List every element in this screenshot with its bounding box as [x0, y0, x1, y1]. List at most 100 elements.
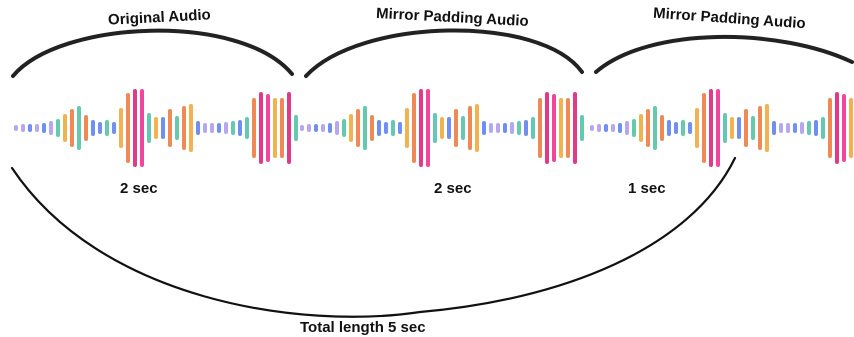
- waveform-bar: [35, 124, 39, 132]
- waveform-bar: [70, 109, 74, 147]
- waveform-bar: [419, 89, 423, 167]
- waveform-bar: [779, 123, 783, 133]
- waveform-bar: [84, 115, 88, 141]
- waveform-bar: [370, 115, 374, 141]
- waveform-bar: [105, 120, 109, 136]
- waveform-bar: [758, 106, 762, 150]
- waveform-bar: [482, 121, 486, 135]
- waveform-bar: [524, 120, 528, 136]
- waveform-bar: [800, 122, 804, 134]
- waveform-bar: [786, 123, 790, 133]
- waveform-bar: [356, 109, 360, 147]
- waveform-bar: [580, 115, 584, 141]
- mirror-duration-label-2: 1 sec: [628, 180, 666, 197]
- waveform-bar: [14, 125, 18, 131]
- waveform-bar: [328, 123, 332, 133]
- waveform-bar: [384, 122, 388, 134]
- waveform-bar: [709, 89, 713, 167]
- waveform-bar: [440, 117, 444, 139]
- waveform-bar: [56, 119, 60, 137]
- waveform-bar: [765, 104, 769, 152]
- waveform-bar: [681, 120, 685, 136]
- waveform-bar: [793, 123, 797, 133]
- segment-brackets: [11, 28, 854, 78]
- waveform-bar: [28, 124, 32, 132]
- waveform-bar: [814, 120, 818, 136]
- waveform-bar: [224, 122, 228, 134]
- waveform-bar: [426, 89, 430, 167]
- waveform-bar: [42, 123, 46, 133]
- waveform-bar: [168, 109, 172, 147]
- waveform-bar: [454, 109, 458, 147]
- waveform-bar: [266, 94, 270, 162]
- waveform-bar: [112, 122, 116, 134]
- waveform-bar: [314, 124, 318, 132]
- waveform-bar: [688, 122, 692, 134]
- waveform: [14, 89, 853, 167]
- waveform-bar: [245, 117, 249, 139]
- waveform-bar: [489, 123, 493, 133]
- waveform-bar: [259, 92, 263, 164]
- waveform-bar: [217, 123, 221, 133]
- waveform-bar: [119, 108, 123, 148]
- waveform-bar: [252, 98, 256, 158]
- waveform-bar: [238, 120, 242, 136]
- waveform-bar: [737, 117, 741, 139]
- mirror-duration-label-1: 2 sec: [434, 180, 472, 197]
- waveform-bar: [503, 123, 507, 133]
- waveform-bar: [604, 124, 608, 132]
- waveform-bar: [280, 98, 284, 158]
- waveform-bar: [695, 108, 699, 148]
- total-length-label: Total length 5 sec: [300, 319, 426, 336]
- waveform-bar: [140, 89, 144, 167]
- waveform-bar: [716, 89, 720, 167]
- waveform-bar: [21, 124, 25, 132]
- waveform-bar: [559, 98, 563, 158]
- waveform-bar: [133, 89, 137, 167]
- waveform-bar: [147, 113, 151, 143]
- waveform-bar: [646, 109, 650, 147]
- waveform-bar: [828, 98, 832, 158]
- waveform-bar: [307, 124, 311, 132]
- waveform-bar: [772, 121, 776, 135]
- waveform-bar: [517, 121, 521, 135]
- waveform-bar: [154, 117, 158, 139]
- waveform-bar: [849, 98, 853, 158]
- waveform-bar: [751, 116, 755, 140]
- waveform-bar: [496, 123, 500, 133]
- waveform-bar: [77, 106, 81, 150]
- waveform-bar: [287, 92, 291, 164]
- waveform-bar: [807, 121, 811, 135]
- waveform-bar: [377, 120, 381, 136]
- waveform-bar: [231, 121, 235, 135]
- waveform-bar: [161, 117, 165, 139]
- waveform-bar: [321, 124, 325, 132]
- waveform-bar: [300, 125, 304, 131]
- waveform-bar: [538, 98, 542, 158]
- waveform-bar: [196, 121, 200, 135]
- original-duration-label: 2 sec: [120, 180, 158, 197]
- waveform-bar: [611, 124, 615, 132]
- waveform-bar: [667, 120, 671, 136]
- waveform-bar: [723, 113, 727, 143]
- waveform-bar: [49, 121, 53, 135]
- waveform-bar: [398, 122, 402, 134]
- waveform-bar: [447, 117, 451, 139]
- waveform-bar: [342, 119, 346, 137]
- waveform-bar: [182, 106, 186, 150]
- waveform-bar: [91, 120, 95, 136]
- waveform-bar: [391, 120, 395, 136]
- waveform-bar: [674, 122, 678, 134]
- total-length-bracket: [10, 156, 737, 318]
- waveform-bar: [821, 117, 825, 139]
- waveform-bar: [597, 124, 601, 132]
- waveform-bar: [590, 125, 594, 131]
- waveform-bar: [639, 114, 643, 142]
- waveform-bar: [412, 93, 416, 163]
- waveform-bar: [475, 104, 479, 152]
- waveform-bar: [730, 117, 734, 139]
- waveform-bar: [653, 106, 657, 150]
- mirror-padding-bracket-2: [594, 34, 854, 74]
- waveform-bar: [433, 113, 437, 143]
